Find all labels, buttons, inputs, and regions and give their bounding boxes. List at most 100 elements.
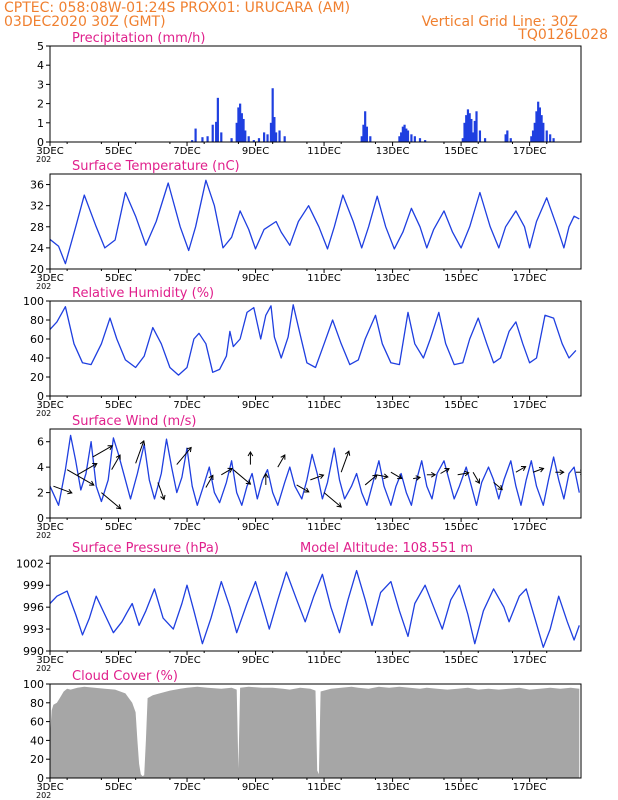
precip-bar <box>275 132 278 142</box>
wind-arrow <box>515 466 526 473</box>
wind-arrow <box>176 447 192 465</box>
pressure-xtick-label: 15DEC <box>444 655 478 666</box>
panel-temp: Surface Temperature (nC) 20 24 28 32 36 3DEC 5D… <box>30 159 582 291</box>
wind-arrow-head <box>208 474 214 481</box>
cloud-ytick-label: 0 <box>37 772 44 785</box>
precip-frame <box>49 45 582 143</box>
pressure-subtitle: Model Altitude: 108.551 m <box>300 541 473 556</box>
precip-bar <box>406 130 410 142</box>
precip-bar <box>504 134 507 142</box>
precip-bar <box>478 130 482 142</box>
precip-bar <box>530 136 533 142</box>
wind-ytick-label: 6 <box>37 436 44 449</box>
wind-arrow-head <box>115 454 121 460</box>
panel-cloud: Cloud Cover (%) 0 20 40 60 80 100 3DEC 5DEC 7DEC 9… <box>23 669 582 800</box>
precip-bar <box>220 132 223 142</box>
temp-xtick-label: 9DEC <box>242 273 269 284</box>
precip-bar <box>473 120 476 142</box>
wind-arrow-head <box>92 462 98 468</box>
precip-bar <box>410 134 413 142</box>
temp-frame <box>49 173 582 270</box>
precip-bar <box>475 111 478 142</box>
temp-xtick-label: 11DEC <box>307 273 341 284</box>
cloud-xtick-label: 11DEC <box>307 782 341 793</box>
temp-year-stub: 202 <box>36 282 51 291</box>
wind-xtick-label: 13DEC <box>376 522 410 533</box>
precip-bar <box>247 136 250 142</box>
precip-xtick-label: 17DEC <box>513 146 547 157</box>
rh-ytick-label: 40 <box>30 352 44 365</box>
precip-bar <box>549 134 552 142</box>
wind-arrow <box>92 445 113 458</box>
cloud-ytick-label: 60 <box>30 716 44 729</box>
wind-arrow-head <box>318 473 325 480</box>
wind-arrow-head <box>186 446 192 453</box>
precip-bar <box>194 128 197 142</box>
cloud-ytick-label: 80 <box>30 697 44 710</box>
wind-arrow <box>221 468 233 476</box>
wind-arrow-head <box>444 468 450 473</box>
cloud-xtick-label: 7DEC <box>173 782 200 793</box>
precip-bar <box>537 101 540 142</box>
temp-xtick-label: 15DEC <box>444 273 478 284</box>
precip-bar <box>470 118 473 142</box>
precip-bar <box>400 132 403 142</box>
grid-note: Vertical Grid Line: 30Z <box>421 14 578 30</box>
wind-arrow-head <box>227 467 234 473</box>
precip-bar <box>533 122 536 142</box>
cloud-xtick-label: 13DEC <box>376 782 410 793</box>
precip-bar <box>506 130 509 142</box>
wind-arrow-head <box>559 469 565 476</box>
wind-arrow <box>457 472 469 476</box>
panel-precip: Precipitation (mm/h) 0 1 2 3 4 5 3DEC 5DEC 7DEC 9D… <box>36 31 582 164</box>
pressure-ytick-label: 993 <box>23 623 44 636</box>
precip-bar <box>540 115 543 142</box>
rh-ytick-label: 60 <box>30 333 44 346</box>
wind-xtick-label: 11DEC <box>307 522 341 533</box>
wind-arrow-head <box>107 445 114 451</box>
precip-bar <box>466 109 470 142</box>
wind-plot-area <box>50 434 581 510</box>
pressure-plot-area <box>50 569 580 648</box>
wind-arrow <box>53 485 73 494</box>
wind-arrow-head <box>397 474 403 480</box>
precip-ytick-label: 0 <box>37 136 44 149</box>
rh-title: Relative Humidity (%) <box>72 286 214 301</box>
wind-arrow <box>296 484 310 493</box>
wind-arrow-head <box>139 440 146 446</box>
wind-ytick-label: 4 <box>37 461 44 474</box>
cloud-title: Cloud Cover (%) <box>72 669 178 684</box>
pressure-xtick-label: 7DEC <box>173 655 200 666</box>
precip-bar <box>364 111 367 142</box>
precip-bar <box>266 134 269 142</box>
wind-arrow-head <box>160 494 166 501</box>
wind-arrow-head <box>464 470 470 477</box>
precip-bar <box>365 126 368 142</box>
wind-ytick-label: 0 <box>37 512 44 525</box>
wind-arrow-head <box>67 488 73 495</box>
precip-bar <box>230 138 233 142</box>
precip-bar <box>237 107 240 142</box>
wind-frame <box>49 428 582 519</box>
cloud-plot-area <box>50 686 580 778</box>
wind-arrow <box>340 451 350 473</box>
rh-xtick-label: 15DEC <box>444 400 478 411</box>
precip-bar <box>278 130 281 142</box>
pressure-ytick-label: 996 <box>23 601 44 614</box>
precip-xtick-label: 5DEC <box>105 146 132 157</box>
precip-bar <box>257 138 261 142</box>
wind-arrow-head <box>89 480 95 486</box>
precip-xtick-label: 9DEC <box>242 146 269 157</box>
precip-ytick-label: 1 <box>37 117 44 130</box>
temp-xtick-label: 13DEC <box>376 273 410 284</box>
rh-ytick-label: 100 <box>23 295 44 308</box>
cloud-area <box>50 686 580 778</box>
wind-arrow-head <box>538 467 545 473</box>
wind-arrow-head <box>415 475 421 481</box>
wind-arrow <box>205 475 214 488</box>
pressure-frame <box>49 555 582 652</box>
temp-title: Surface Temperature (nC) <box>72 159 240 174</box>
wind-arrow-head <box>475 478 480 484</box>
precip-bar <box>216 97 219 142</box>
temp-xtick-label: 7DEC <box>173 273 200 284</box>
